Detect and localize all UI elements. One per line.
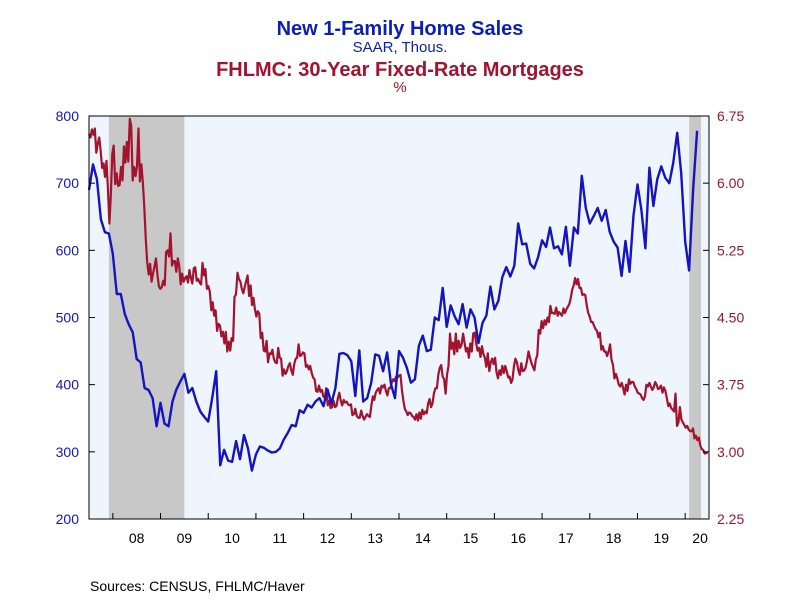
- right-tick-label: 4.50: [717, 310, 744, 326]
- right-tick-label: 6.75: [717, 108, 744, 124]
- recession-shading: [108, 116, 702, 519]
- left-tick-label: 300: [56, 444, 80, 460]
- x-tick-label: 16: [510, 530, 526, 546]
- axes-layer: 200 300 400 500 600 700 800 2.25 3.00 3.75 4.50 5.2…: [56, 108, 745, 546]
- home-sales-line: [87, 130, 699, 472]
- recession-band-1: [108, 116, 185, 519]
- left-tick-label: 600: [56, 242, 80, 258]
- x-tick-label: 20: [692, 530, 708, 546]
- left-tick-label: 200: [56, 511, 80, 527]
- chart-titles: New 1-Family Home Sales SAAR, Thous. FHL…: [0, 18, 800, 95]
- x-tick-label: 09: [177, 530, 193, 546]
- chart-subtitle-secondary: %: [393, 79, 407, 96]
- plot-area: [89, 116, 709, 519]
- right-tick-label: 6.00: [717, 175, 744, 191]
- series-layer: [87, 117, 709, 472]
- right-tick-label: 2.25: [717, 511, 744, 527]
- x-tick-label: 15: [463, 530, 479, 546]
- x-tick-label: 13: [367, 530, 383, 546]
- x-tick-label: 19: [654, 530, 670, 546]
- mortgage-rate-line: [87, 117, 709, 455]
- x-tick-label: 17: [558, 530, 574, 546]
- recession-band-2: [689, 116, 702, 519]
- x-tick-label: 14: [415, 530, 431, 546]
- right-tick-label: 5.25: [717, 242, 744, 258]
- x-tick-label: 11: [272, 530, 287, 546]
- chart-title: New 1-Family Home Sales: [276, 18, 524, 40]
- x-tick-label: 10: [224, 530, 240, 546]
- left-tick-label: 800: [56, 108, 80, 124]
- right-tick-label: 3.00: [717, 444, 744, 460]
- right-tick-label: 3.75: [717, 377, 744, 393]
- left-tick-label: 500: [56, 310, 80, 326]
- x-tick-label: 08: [129, 530, 145, 546]
- x-tick-label: 12: [320, 530, 336, 546]
- x-tick-label: 18: [606, 530, 622, 546]
- left-tick-label: 700: [56, 175, 80, 191]
- chart-title-secondary: FHLMC: 30-Year Fixed-Rate Mortgages: [216, 59, 584, 81]
- chart-subtitle: SAAR, Thous.: [352, 39, 448, 56]
- left-tick-label: 400: [56, 377, 80, 393]
- source-note: Sources: CENSUS, FHLMC/Haver: [90, 578, 305, 594]
